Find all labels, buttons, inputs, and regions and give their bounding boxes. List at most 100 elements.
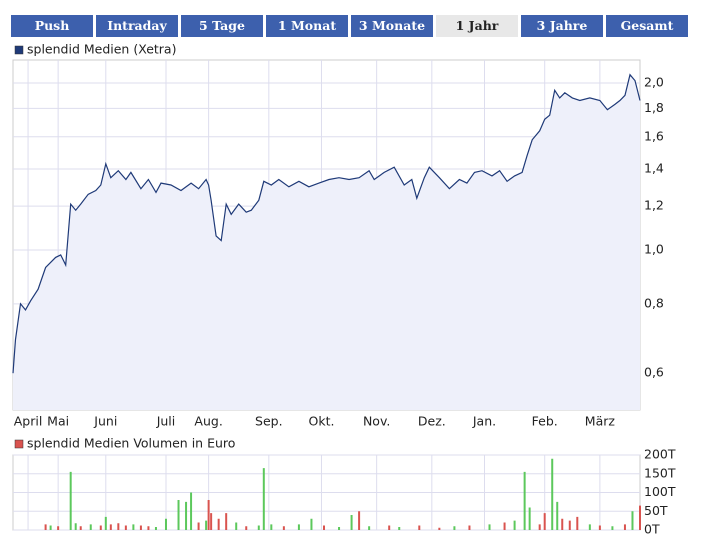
volume-bar	[598, 525, 601, 530]
y-tick-label: 200T	[644, 447, 676, 462]
volume-bar	[523, 471, 526, 530]
x-tick-label: Juli	[156, 414, 176, 429]
volume-bar	[185, 501, 188, 530]
volume-bar	[551, 458, 554, 530]
volume-bar	[104, 516, 107, 530]
volume-bar	[124, 525, 127, 530]
volume-bar	[147, 526, 150, 530]
volume-bar	[543, 513, 546, 530]
volume-bar	[623, 524, 626, 530]
x-tick-label: April	[14, 414, 43, 429]
volume-bar	[561, 518, 564, 530]
y-tick-label: 1,4	[644, 160, 664, 175]
volume-bar	[132, 524, 135, 530]
volume-bar	[388, 525, 391, 530]
x-tick-label: Nov.	[363, 414, 390, 429]
volume-bar	[611, 526, 614, 530]
volume-bar	[453, 526, 456, 530]
volume-bar	[488, 524, 491, 530]
volume-bar	[338, 527, 341, 530]
x-tick-label: März	[585, 414, 616, 429]
x-tick-label: Okt.	[309, 414, 335, 429]
volume-bar	[631, 511, 634, 530]
volume-bar	[109, 524, 112, 530]
volume-bar	[556, 501, 559, 530]
y-tick-label: 0,6	[644, 365, 664, 380]
volume-bar	[538, 524, 541, 530]
tab[interactable]: 1 Jahr	[436, 15, 518, 37]
volume-bar	[270, 524, 273, 530]
tab[interactable]: 1 Monat	[266, 15, 348, 37]
y-tick-label: 100T	[644, 484, 676, 499]
volume-bar	[197, 522, 200, 530]
volume-bar	[350, 515, 353, 530]
tab[interactable]: Intraday	[96, 15, 178, 37]
volume-bar	[358, 511, 361, 530]
volume-bar	[310, 518, 313, 530]
volume-bar	[154, 527, 157, 530]
y-tick-label: 1,2	[644, 198, 664, 213]
volume-bar	[79, 526, 82, 530]
volume-bar	[164, 518, 167, 530]
volume-bar	[190, 492, 193, 530]
volume-bar	[322, 525, 325, 530]
volume-bar	[207, 500, 210, 530]
volume-bar	[576, 516, 579, 530]
y-tick-label: 1,8	[644, 100, 664, 115]
legend-label: splendid Medien (Xetra)	[27, 42, 176, 57]
volume-bar	[225, 513, 228, 530]
price-line	[12, 73, 641, 374]
legend-swatch	[14, 439, 24, 449]
volume-bar	[44, 524, 47, 530]
tab[interactable]: 3 Jahre	[521, 15, 603, 37]
volume-bar	[282, 526, 285, 530]
y-tick-label: 1,6	[644, 128, 664, 143]
y-tick-label: 50T	[644, 503, 668, 518]
volume-bar	[528, 507, 531, 530]
volume-bar	[139, 525, 142, 530]
volume-bar	[49, 525, 52, 530]
volume-bar	[69, 471, 72, 530]
x-tick-label: Jan.	[472, 414, 496, 429]
tab[interactable]: Gesamt	[606, 15, 688, 37]
volume-bar	[177, 500, 180, 530]
tab-bar: Push Intraday 5 Tage 1 Monat 3 Monate 1 Jahr 3…	[11, 15, 688, 37]
volume-bar	[210, 513, 213, 530]
volume-bar	[262, 468, 265, 530]
x-tick-label: Feb.	[532, 414, 558, 429]
y-tick-label: 0T	[644, 522, 660, 537]
volume-bar	[368, 526, 371, 530]
tab[interactable]: Push	[11, 15, 93, 37]
volume-bar	[235, 522, 238, 530]
volume-bar	[513, 520, 516, 530]
volume-bar	[205, 520, 208, 530]
area	[13, 74, 640, 410]
y-tick-label: 150T	[644, 465, 676, 480]
tab[interactable]: 5 Tage	[181, 15, 263, 37]
y-tick-label: 0,8	[644, 295, 664, 310]
volume-bar	[57, 526, 60, 530]
y-tick-label: 2,0	[644, 74, 664, 89]
volume-bar	[117, 523, 120, 530]
x-tick-label: Dez.	[418, 414, 446, 429]
volume-bar	[398, 527, 401, 530]
volume-bar	[245, 526, 248, 530]
x-tick-label: Juni	[93, 414, 117, 429]
legend-label: splendid Medien Volumen in Euro	[27, 436, 235, 451]
volume-bar	[99, 525, 102, 530]
x-tick-label: Mai	[47, 414, 69, 429]
volume-bar	[639, 505, 641, 530]
x-tick-label: Aug.	[194, 414, 222, 429]
x-tick-label: Sep.	[255, 414, 283, 429]
volume-bar	[438, 527, 441, 530]
volume-bar	[468, 525, 471, 530]
y-tick-label: 1,0	[644, 242, 664, 257]
volume-bar	[588, 524, 591, 530]
volume-bar	[297, 524, 300, 530]
volume-bar	[257, 525, 260, 530]
volume-bar	[418, 525, 421, 530]
volume-bar	[503, 522, 506, 530]
tab[interactable]: 3 Monate	[351, 15, 433, 37]
